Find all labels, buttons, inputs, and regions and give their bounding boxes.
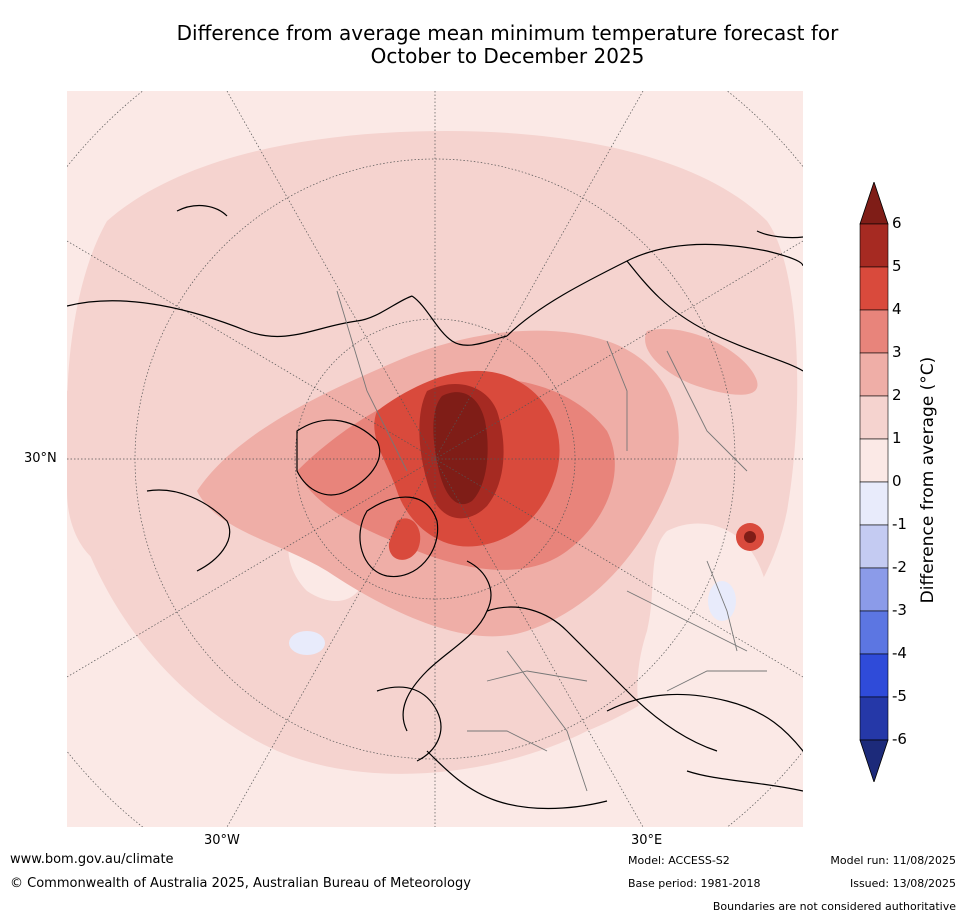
forecast-map	[67, 91, 803, 827]
footer-issued: Issued: 13/08/2025	[849, 877, 956, 890]
latitude-label-30n: 30°N	[24, 451, 57, 466]
footer-copyright: © Commonwealth of Australia 2025, Austra…	[10, 876, 471, 891]
colorbar-segment	[859, 524, 889, 569]
longitude-label-30e: 30°E	[631, 833, 663, 848]
footer-disclaimer: Boundaries are not considered authoritat…	[712, 900, 956, 913]
colorbar-tick-label: 1	[892, 429, 902, 447]
colorbar-segment	[859, 438, 889, 483]
colorbar-tick-label: -2	[892, 558, 907, 576]
colorbar-segment	[859, 653, 889, 698]
title-line-2: October to December 2025	[370, 44, 645, 68]
coastlines	[67, 204, 803, 810]
colorbar-segment	[859, 696, 889, 741]
map-title: Difference from average mean minimum tem…	[100, 22, 915, 68]
colorbar-segment	[859, 352, 889, 397]
colorbar-segment	[859, 223, 889, 268]
colorbar-tick-label: -3	[892, 601, 907, 619]
longitude-label-30w: 30°W	[204, 833, 240, 848]
colorbar-segment	[859, 395, 889, 440]
colorbar-segment	[859, 309, 889, 354]
colorbar-tick-label: 0	[892, 472, 902, 490]
cold-patch-atlantic	[289, 631, 325, 655]
colorbar	[855, 180, 965, 784]
footer-model-run: Model run: 11/08/2025	[830, 854, 956, 867]
colorbar-tick-label: 2	[892, 386, 902, 404]
footer-model: Model: ACCESS-S2	[628, 854, 730, 867]
colorbar-segment	[859, 567, 889, 612]
colorbar-extend-low	[859, 739, 889, 784]
colorbar-tick-label: 4	[892, 300, 902, 318]
colorbar-segment	[859, 266, 889, 311]
colorbar-tick-label: 3	[892, 343, 902, 361]
footer-website: www.bom.gov.au/climate	[10, 852, 174, 867]
footer-base-period: Base period: 1981-2018	[628, 877, 761, 890]
anomaly-2-3-siberia	[645, 329, 758, 395]
colorbar-svg	[859, 180, 889, 784]
country-borders	[336, 290, 767, 792]
colorbar-label: Difference from average (°C)	[918, 356, 938, 604]
hot-spot-east-core	[744, 531, 756, 543]
anomaly-over-6-core	[433, 392, 488, 505]
colorbar-segment	[859, 610, 889, 655]
colorbar-extend-high	[859, 180, 889, 225]
title-line-1: Difference from average mean minimum tem…	[176, 21, 839, 45]
colorbar-segment	[859, 481, 889, 526]
colorbar-tick-label: 5	[892, 257, 902, 275]
colorbar-tick-label: 6	[892, 214, 902, 232]
colorbar-tick-label: -1	[892, 515, 907, 533]
anomaly-4-5-patch	[388, 518, 421, 560]
map-canvas	[67, 91, 803, 827]
cold-patch-china	[708, 581, 736, 621]
graticule	[67, 91, 803, 827]
colorbar-tick-label: -6	[892, 730, 907, 748]
colorbar-tick-label: -5	[892, 687, 907, 705]
colorbar-tick-label: -4	[892, 644, 907, 662]
